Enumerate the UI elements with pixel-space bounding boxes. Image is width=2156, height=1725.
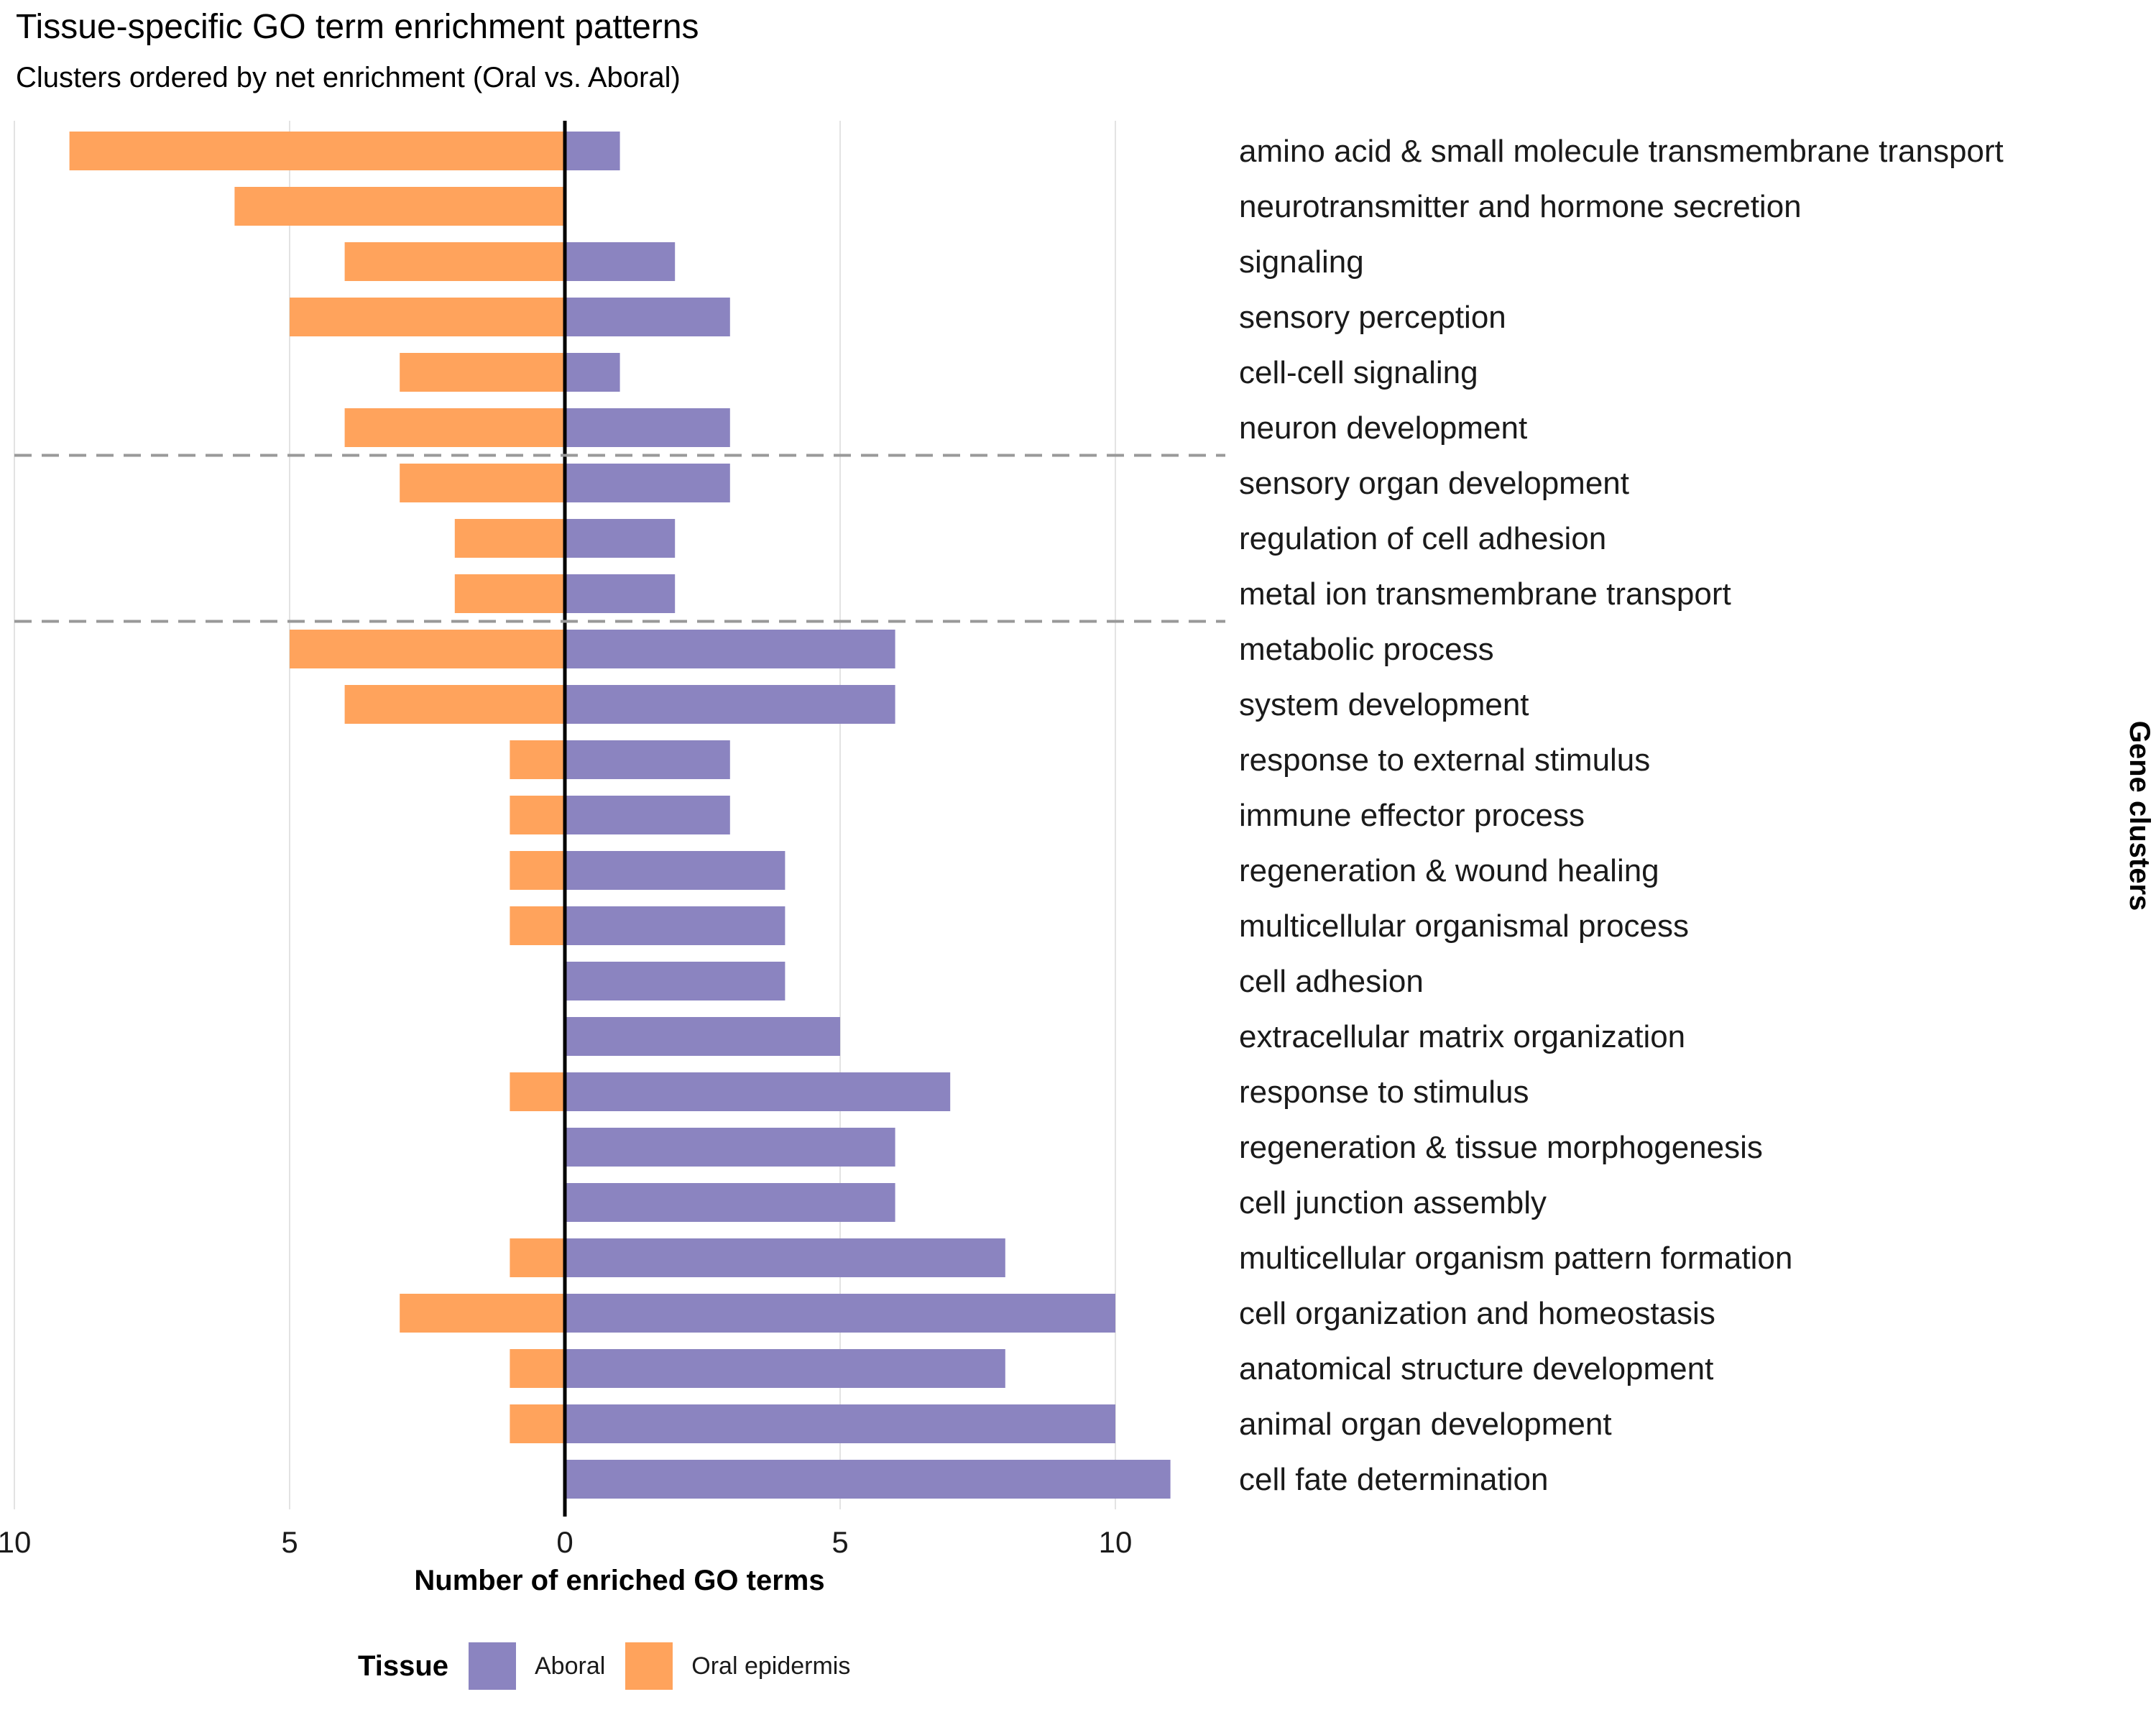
bar-aboral bbox=[565, 574, 676, 613]
bar-aboral bbox=[565, 464, 730, 502]
legend-item-aboral: Aboral bbox=[469, 1642, 605, 1690]
bar-oral-epidermis bbox=[510, 1072, 565, 1111]
category-label: cell organization and homeostasis bbox=[1239, 1296, 1715, 1331]
category-label: response to stimulus bbox=[1239, 1075, 1529, 1110]
bar-oral-epidermis bbox=[510, 796, 565, 834]
category-label: regeneration & tissue morphogenesis bbox=[1239, 1130, 1763, 1165]
bar-oral-epidermis bbox=[400, 464, 565, 502]
category-label: neuron development bbox=[1239, 410, 1527, 446]
bar-oral-epidermis bbox=[454, 519, 565, 558]
bar-aboral bbox=[565, 630, 895, 668]
bar-aboral bbox=[565, 906, 786, 945]
category-label: immune effector process bbox=[1239, 798, 1585, 833]
bar-aboral bbox=[565, 242, 676, 281]
bar-aboral bbox=[565, 1349, 1005, 1388]
bar-aboral bbox=[565, 1460, 1171, 1499]
category-label: regulation of cell adhesion bbox=[1239, 521, 1606, 556]
category-label: amino acid & small molecule transmembran… bbox=[1239, 134, 2004, 169]
legend: Tissue Aboral Oral epidermis bbox=[358, 1642, 870, 1690]
category-label: metabolic process bbox=[1239, 632, 1494, 667]
x-axis-title: Number of enriched GO terms bbox=[414, 1565, 824, 1596]
bar-aboral bbox=[565, 519, 676, 558]
bar-oral-epidermis bbox=[234, 187, 565, 226]
category-label: metal ion transmembrane transport bbox=[1239, 576, 1731, 612]
chart-title: Tissue-specific GO term enrichment patte… bbox=[16, 8, 699, 46]
bar-aboral bbox=[565, 1072, 951, 1111]
category-label: cell fate determination bbox=[1239, 1462, 1548, 1497]
bar-aboral bbox=[565, 1238, 1005, 1277]
bar-oral-epidermis bbox=[510, 851, 565, 890]
bar-aboral bbox=[565, 408, 730, 447]
category-label: animal organ development bbox=[1239, 1407, 1612, 1442]
x-tick-label: 0 bbox=[556, 1525, 573, 1559]
bar-aboral bbox=[565, 353, 620, 392]
bar-aboral bbox=[565, 1183, 895, 1222]
bar-aboral bbox=[565, 851, 786, 890]
category-label: cell-cell signaling bbox=[1239, 355, 1478, 390]
category-label: response to external stimulus bbox=[1239, 742, 1650, 778]
category-label: sensory perception bbox=[1239, 300, 1506, 335]
x-tick-label: 5 bbox=[831, 1525, 848, 1559]
category-label: multicellular organism pattern formation bbox=[1239, 1241, 1792, 1276]
bar-aboral bbox=[565, 132, 620, 170]
category-label: anatomical structure development bbox=[1239, 1351, 1713, 1386]
bar-oral-epidermis bbox=[344, 408, 565, 447]
category-label: system development bbox=[1239, 687, 1529, 722]
bar-oral-epidermis bbox=[400, 1294, 565, 1333]
legend-item-oral-epidermis: Oral epidermis bbox=[625, 1642, 850, 1690]
bar-oral-epidermis bbox=[290, 630, 565, 668]
bar-oral-epidermis bbox=[400, 353, 565, 392]
bar-oral-epidermis bbox=[344, 242, 565, 281]
x-tick-label: 10 bbox=[1099, 1525, 1133, 1559]
bar-oral-epidermis bbox=[510, 740, 565, 779]
bar-oral-epidermis bbox=[510, 1349, 565, 1388]
bar-aboral bbox=[565, 796, 730, 834]
chart-subtitle: Clusters ordered by net enrichment (Oral… bbox=[16, 62, 681, 93]
y-axis-title: Gene clusters bbox=[2124, 721, 2155, 911]
category-label: multicellular organismal process bbox=[1239, 908, 1689, 944]
legend-label-oral-epidermis: Oral epidermis bbox=[691, 1652, 851, 1680]
bar-oral-epidermis bbox=[454, 574, 565, 613]
category-label: neurotransmitter and hormone secretion bbox=[1239, 189, 1802, 224]
legend-title: Tissue bbox=[358, 1650, 448, 1682]
bar-aboral bbox=[565, 685, 895, 724]
bar-oral-epidermis bbox=[510, 1238, 565, 1277]
bar-aboral bbox=[565, 1294, 1115, 1333]
category-label: sensory organ development bbox=[1239, 466, 1629, 501]
legend-key-aboral bbox=[469, 1642, 516, 1690]
category-label: extracellular matrix organization bbox=[1239, 1019, 1685, 1054]
bar-oral-epidermis bbox=[510, 1404, 565, 1443]
bar-oral-epidermis bbox=[344, 685, 565, 724]
bar-aboral bbox=[565, 1128, 895, 1167]
bar-aboral bbox=[565, 740, 730, 779]
bar-aboral bbox=[565, 962, 786, 1000]
x-tick-label: 5 bbox=[281, 1525, 298, 1559]
category-label: cell adhesion bbox=[1239, 964, 1424, 999]
bar-aboral bbox=[565, 1017, 840, 1056]
legend-key-oral-epidermis bbox=[625, 1642, 673, 1690]
bar-aboral bbox=[565, 298, 730, 336]
bar-oral-epidermis bbox=[290, 298, 565, 336]
x-tick-label: 10 bbox=[0, 1525, 31, 1559]
bar-aboral bbox=[565, 1404, 1115, 1443]
legend-label-aboral: Aboral bbox=[535, 1652, 606, 1680]
bar-oral-epidermis bbox=[69, 132, 566, 170]
category-label: regeneration & wound healing bbox=[1239, 853, 1659, 888]
category-label: cell junction assembly bbox=[1239, 1185, 1547, 1220]
category-label: signaling bbox=[1239, 244, 1364, 280]
bar-oral-epidermis bbox=[510, 906, 565, 945]
